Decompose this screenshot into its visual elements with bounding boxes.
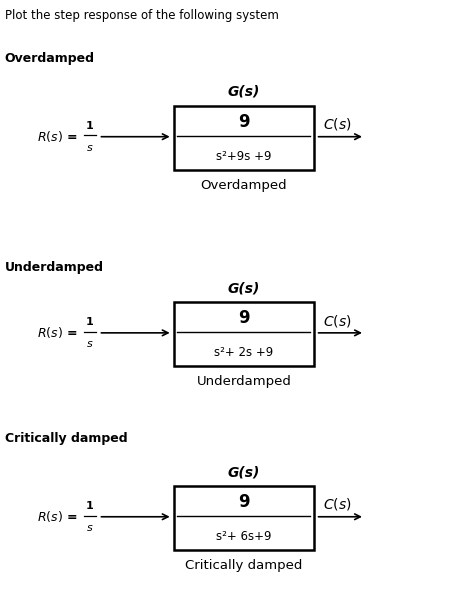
Text: $\it{s}$: $\it{s}$ xyxy=(86,523,94,533)
Text: $\it{C(s)}$: $\it{C(s)}$ xyxy=(323,116,351,132)
Text: G(s): G(s) xyxy=(227,85,260,99)
Text: Critically damped: Critically damped xyxy=(5,432,127,445)
Text: 1: 1 xyxy=(86,317,94,327)
Text: s²+9s +9: s²+9s +9 xyxy=(216,150,272,163)
Text: Plot the step response of the following system: Plot the step response of the following … xyxy=(5,9,279,22)
Text: Overdamped: Overdamped xyxy=(201,179,287,192)
Text: s²+ 2s +9: s²+ 2s +9 xyxy=(214,346,273,359)
Text: $\it{R(s)}$ =: $\it{R(s)}$ = xyxy=(37,326,77,340)
Text: $\it{s}$: $\it{s}$ xyxy=(86,143,94,153)
Bar xyxy=(174,485,314,550)
Text: $\it{C(s)}$: $\it{C(s)}$ xyxy=(323,497,351,512)
Text: 9: 9 xyxy=(238,493,250,511)
Text: Overdamped: Overdamped xyxy=(5,52,95,65)
Text: G(s): G(s) xyxy=(227,465,260,479)
Text: $\it{s}$: $\it{s}$ xyxy=(86,339,94,349)
Text: $\it{C(s)}$: $\it{C(s)}$ xyxy=(323,313,351,329)
Text: 1: 1 xyxy=(86,501,94,511)
Text: Underdamped: Underdamped xyxy=(5,261,104,273)
Text: G(s): G(s) xyxy=(227,281,260,295)
Bar xyxy=(174,302,314,366)
Bar xyxy=(174,105,314,170)
Text: s²+ 6s+9: s²+ 6s+9 xyxy=(216,530,272,543)
Text: $\it{R(s)}$ =: $\it{R(s)}$ = xyxy=(37,129,77,144)
Text: 1: 1 xyxy=(86,121,94,131)
Text: Underdamped: Underdamped xyxy=(197,375,291,389)
Text: Critically damped: Critically damped xyxy=(185,559,303,573)
Text: 9: 9 xyxy=(238,113,250,131)
Text: 9: 9 xyxy=(238,309,250,327)
Text: $\it{R(s)}$ =: $\it{R(s)}$ = xyxy=(37,509,77,524)
